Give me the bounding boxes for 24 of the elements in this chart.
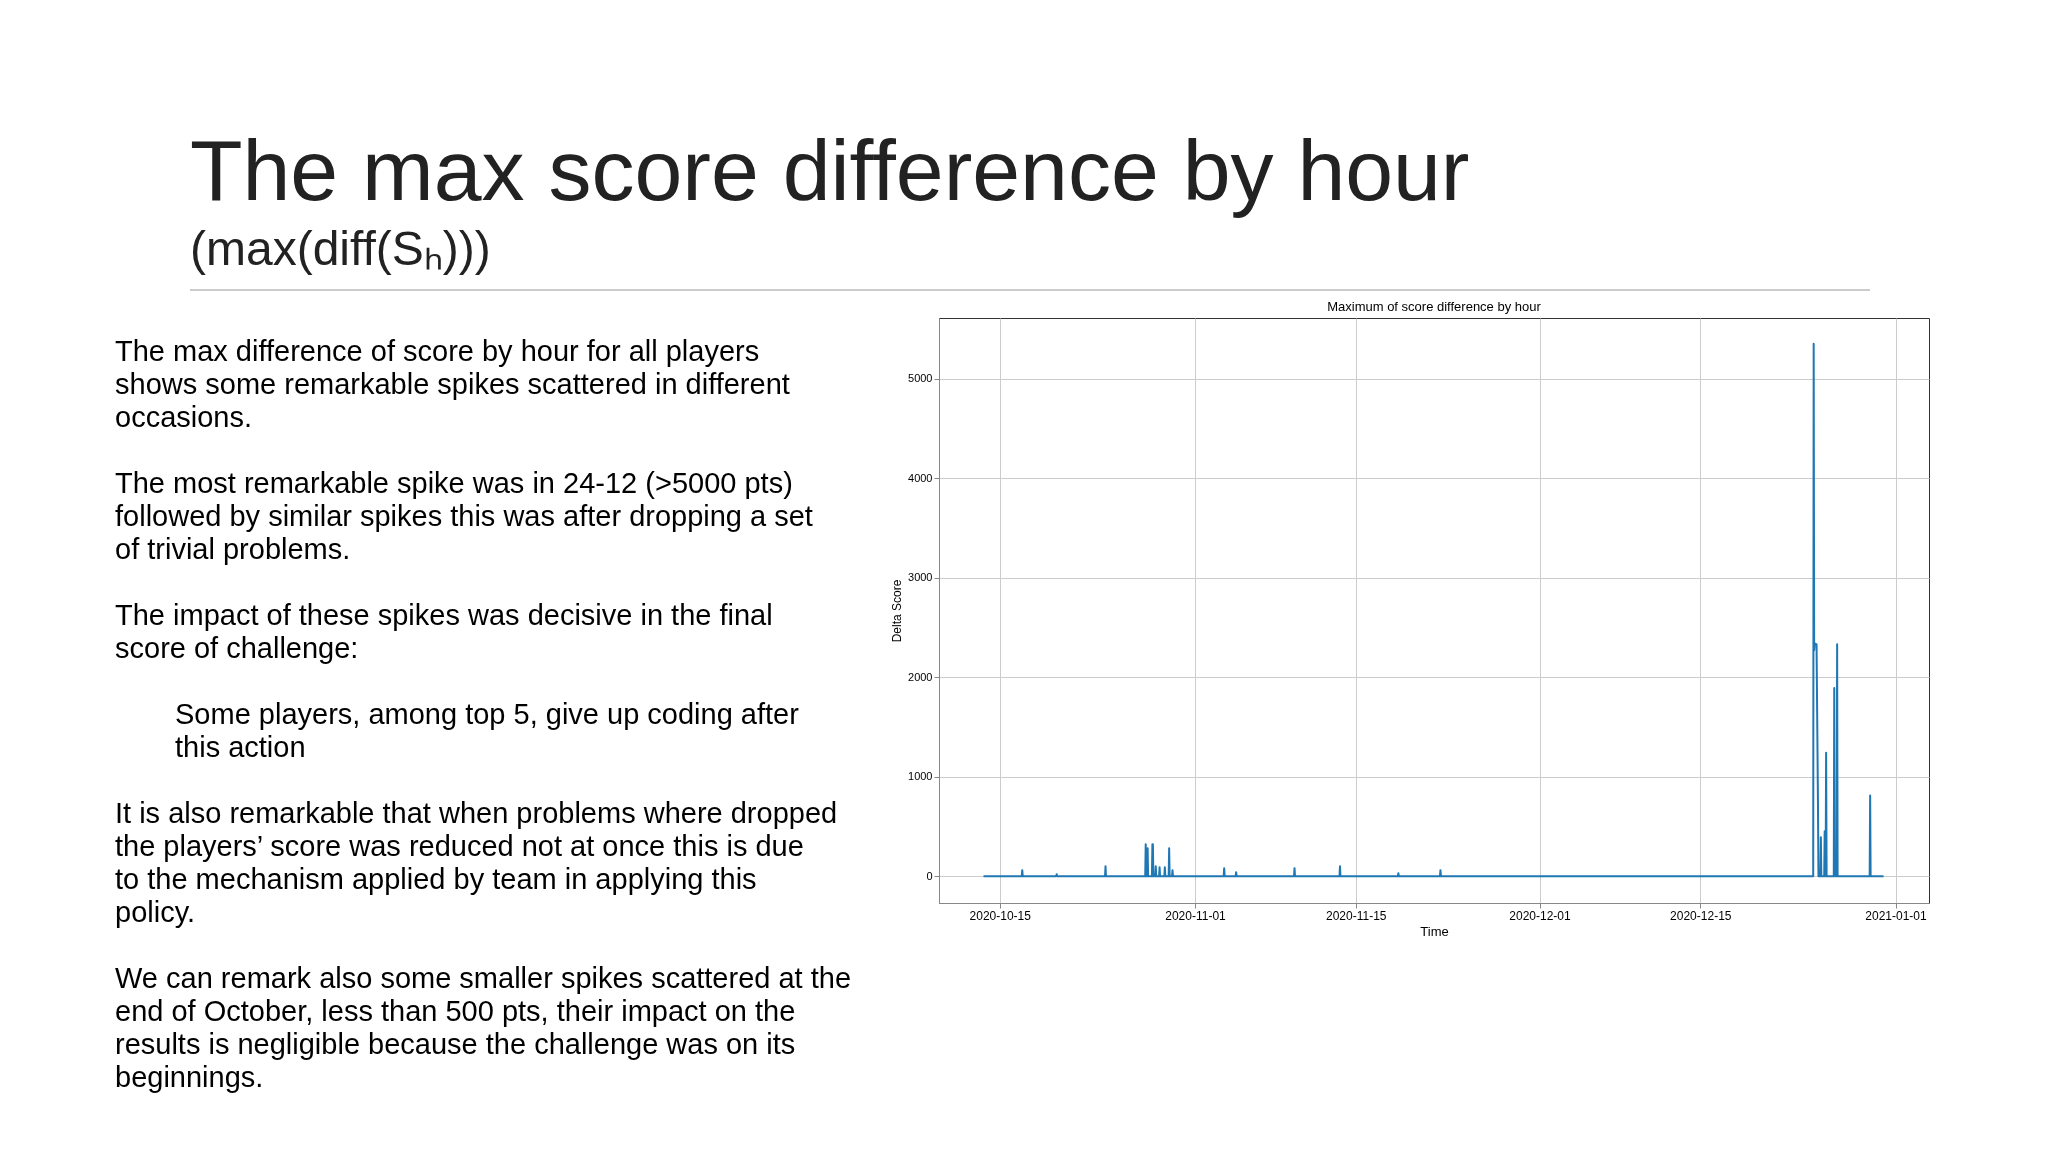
x-tick-label: 2020-12-15 bbox=[1670, 908, 1732, 923]
x-tick-label: 2020-12-01 bbox=[1509, 908, 1572, 923]
text: We can remark also some smaller spikes scattered at the end of October, less than 500 pts, their impact on the results is negligible because the challenge was on its beginnings. bbox=[115, 962, 852, 1093]
y-tick-label: 1000 bbox=[908, 770, 933, 783]
y-tick-label: 0 bbox=[926, 869, 933, 882]
text: The max score difference by hour bbox=[190, 122, 1470, 218]
y-tick-label: 4000 bbox=[908, 471, 933, 484]
y-tick-label: 3000 bbox=[908, 571, 933, 584]
x-tick-label: 2021-01-01 bbox=[1865, 908, 1928, 923]
x-tick-label: 2020-11-01 bbox=[1165, 908, 1227, 923]
x-axis-title: Time bbox=[1420, 923, 1449, 939]
text: It is also remarkable that when problems where dropped the players’ score was reduced not at once this is due to the mechanism applied by team in applying this policy. bbox=[115, 797, 838, 928]
y-axis-title: Delta Score bbox=[890, 579, 905, 643]
text: The max difference of score by hour for all players shows some remarkable spikes scattered in different occasions. bbox=[115, 335, 790, 433]
y-tick-label: 5000 bbox=[908, 372, 933, 385]
chart-title: Maximum of score difference by hour bbox=[1327, 299, 1542, 314]
x-tick-label: 2020-10-15 bbox=[969, 908, 1032, 923]
y-tick-label: 2000 bbox=[908, 670, 933, 683]
line-series bbox=[982, 342, 1885, 878]
text: Some players, among top 5, give up coding after this action bbox=[175, 698, 800, 763]
x-tick-label: 2020-11-15 bbox=[1326, 908, 1387, 923]
text: The most remarkable spike was in 24-12 (>5000 pts) followed by similar spikes this was after dropping a set of trivial problems. bbox=[115, 467, 813, 565]
text: (max(diff(Sₕ))) bbox=[190, 222, 491, 275]
text: The impact of these spikes was decisive in the final score of challenge: bbox=[115, 599, 773, 664]
